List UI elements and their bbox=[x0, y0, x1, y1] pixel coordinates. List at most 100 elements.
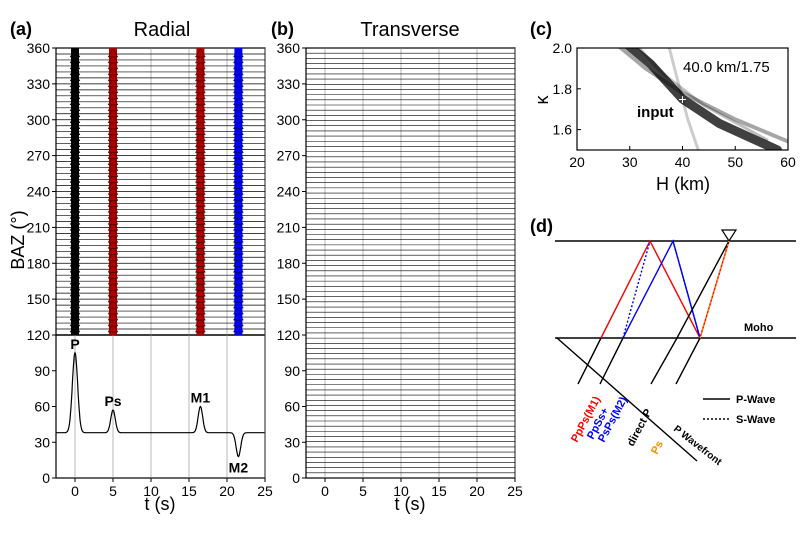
transverse-x-label: t (s) bbox=[395, 494, 426, 514]
phase-peak bbox=[107, 281, 119, 291]
phase-peak bbox=[195, 156, 206, 165]
phase-peak bbox=[233, 216, 244, 225]
phase-peak bbox=[233, 144, 244, 153]
radial-stack-waveform bbox=[56, 351, 265, 458]
phase-peak bbox=[233, 72, 244, 82]
hk-y-label: κ bbox=[532, 95, 552, 105]
baz-tick-label: 360 bbox=[27, 40, 51, 56]
phase-peak bbox=[233, 210, 244, 219]
baz-tick-label: 330 bbox=[27, 76, 51, 92]
phase-peak bbox=[107, 168, 119, 177]
phase-peak bbox=[107, 180, 119, 189]
heatmap-band bbox=[624, 48, 782, 150]
phase-peak bbox=[69, 66, 81, 76]
ray-ppps-m1-incoming bbox=[577, 337, 602, 385]
phase-peak bbox=[69, 126, 81, 135]
phase-peak bbox=[195, 305, 206, 315]
phase-peak bbox=[195, 198, 206, 207]
phase-peak bbox=[195, 174, 206, 183]
phase-peak bbox=[233, 233, 244, 243]
phase-peak bbox=[107, 299, 119, 309]
x-tick-label: 0 bbox=[71, 483, 79, 499]
heatmap-band bbox=[637, 48, 769, 142]
x-tick-label: 25 bbox=[257, 483, 273, 499]
phase-peak bbox=[107, 227, 119, 237]
phase-peak bbox=[107, 233, 119, 243]
panel-a-title: Radial bbox=[134, 19, 191, 41]
hk-x-tick-label: 60 bbox=[780, 154, 796, 170]
phase-peak bbox=[69, 275, 81, 285]
phase-peak bbox=[69, 311, 81, 321]
ray-ppss-m2 bbox=[622, 239, 701, 339]
phase-peak bbox=[107, 257, 119, 267]
phase-peak bbox=[69, 96, 81, 106]
phase-peak bbox=[195, 263, 206, 273]
ray-ppss-m2-dotted-2 bbox=[672, 240, 701, 339]
phase-peak bbox=[233, 311, 244, 321]
heatmap-bands bbox=[617, 48, 788, 150]
ray-ps bbox=[699, 240, 730, 339]
phase-peak bbox=[233, 84, 244, 94]
phase-peak bbox=[69, 156, 81, 165]
phase-peak bbox=[195, 150, 206, 159]
stack-tick-label: 0 bbox=[42, 470, 50, 486]
panel-a: (a) Radial 12015018021024027030033036003… bbox=[8, 19, 273, 514]
phase-peak bbox=[107, 108, 119, 117]
phase-peak bbox=[69, 305, 81, 315]
phase-peak bbox=[69, 78, 81, 88]
phase-peak bbox=[195, 192, 206, 201]
hk-y-tick-label: 1.8 bbox=[553, 81, 573, 97]
hk-x-tick-label: 40 bbox=[675, 154, 691, 170]
phase-peak bbox=[233, 323, 244, 333]
phase-peak bbox=[195, 287, 206, 297]
phase-peak bbox=[195, 54, 206, 64]
phase-peak bbox=[107, 192, 119, 201]
phase-peak bbox=[69, 257, 81, 267]
phase-peak bbox=[107, 305, 119, 315]
phase-peak bbox=[107, 174, 119, 183]
phase-peak bbox=[195, 233, 206, 243]
baz-tick-label: 360 bbox=[277, 40, 301, 56]
phase-peak bbox=[195, 257, 206, 267]
phase-peak bbox=[107, 210, 119, 219]
x-tick-label: 5 bbox=[109, 483, 117, 499]
phase-peak bbox=[107, 251, 119, 261]
phase-peak bbox=[195, 251, 206, 261]
phase-peak bbox=[107, 311, 119, 321]
phase-peak bbox=[233, 257, 244, 267]
phase-peak bbox=[107, 186, 119, 195]
phase-peak bbox=[233, 186, 244, 195]
phase-peak bbox=[107, 263, 119, 273]
phase-peak bbox=[195, 84, 206, 94]
phase-peak bbox=[69, 293, 81, 303]
baz-tick-label: 180 bbox=[27, 255, 51, 271]
ray-ppps-m1 bbox=[600, 239, 730, 340]
panel-b-title: Transverse bbox=[360, 19, 459, 41]
phase-peak bbox=[107, 150, 119, 159]
hk-stack-heatmap: +20 30 40 50 60 1.6 1.8 2.0 bbox=[553, 40, 796, 170]
phase-peak bbox=[233, 251, 244, 261]
phase-peak bbox=[233, 66, 244, 76]
phase-peak bbox=[195, 227, 206, 237]
phase-peak bbox=[69, 299, 81, 309]
phase-peak bbox=[69, 108, 81, 117]
phase-peak bbox=[195, 60, 206, 70]
phase-peak bbox=[195, 323, 206, 333]
p-wavefront-line bbox=[556, 337, 698, 462]
phase-peak bbox=[107, 138, 119, 147]
phase-peak bbox=[195, 108, 206, 117]
phase-peak bbox=[195, 275, 206, 285]
phase-peak bbox=[233, 120, 244, 129]
hk-marker: + bbox=[678, 91, 686, 107]
stack-tick-label: 90 bbox=[284, 363, 300, 379]
phase-peak bbox=[233, 281, 244, 291]
ray-ppss-m2-dotted bbox=[622, 240, 651, 339]
phase-peak bbox=[69, 287, 81, 297]
phase-peak bbox=[69, 233, 81, 243]
stack-tick-label: 60 bbox=[284, 399, 300, 415]
phase-peak bbox=[107, 144, 119, 153]
phase-peak bbox=[107, 239, 119, 249]
peak-label-m1: M1 bbox=[191, 390, 211, 406]
phase-peak bbox=[107, 72, 119, 82]
radial-x-label: t (s) bbox=[145, 494, 176, 514]
